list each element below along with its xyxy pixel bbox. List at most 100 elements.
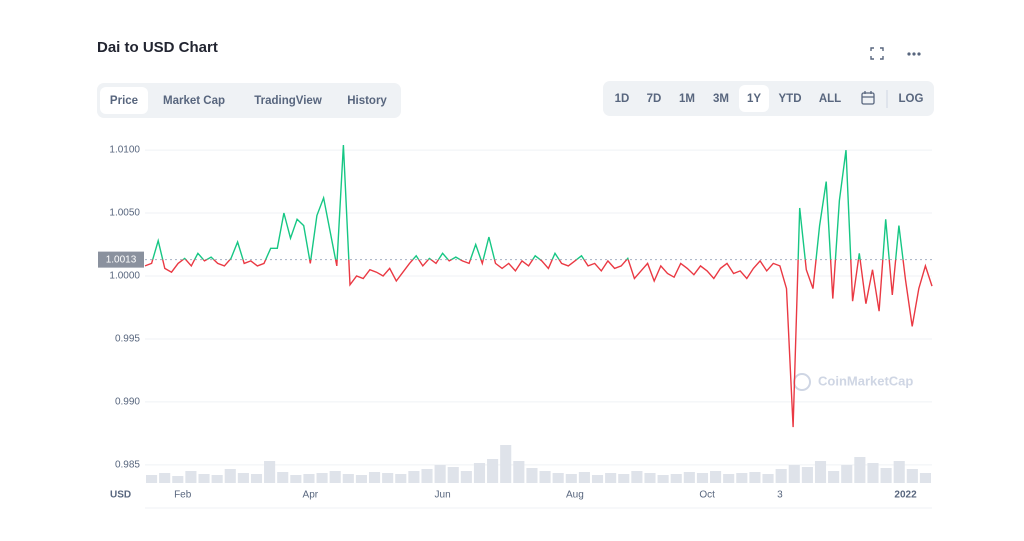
range-button[interactable]: 1M <box>679 93 695 105</box>
volume-bar <box>355 475 367 483</box>
volume-bar <box>565 474 577 483</box>
volume-bar <box>867 463 879 483</box>
volume-bar <box>250 474 263 483</box>
volume-bar <box>434 465 446 483</box>
volume-bar <box>762 474 774 483</box>
volume-bar <box>277 472 289 483</box>
range-button[interactable]: YTD <box>779 93 802 105</box>
volume-bar <box>382 473 394 483</box>
range-button[interactable]: 3M <box>713 93 729 105</box>
y-tick-label: 1.0100 <box>109 145 140 156</box>
tab-group <box>97 83 401 118</box>
log-button[interactable]: LOG <box>899 93 924 105</box>
x-tick-label: Jun <box>435 490 451 501</box>
volume-bar <box>736 473 748 483</box>
volume-bar <box>880 468 892 483</box>
price-line-above <box>151 144 904 260</box>
tab[interactable]: Price <box>110 95 138 107</box>
volume-bar <box>447 467 459 483</box>
currency-label: USD <box>110 490 131 501</box>
volume-bar <box>526 468 538 483</box>
volume-bar <box>185 471 197 483</box>
volume-bar <box>605 473 617 483</box>
volume-bar <box>290 475 302 483</box>
watermark-text: CoinMarketCap <box>818 373 913 388</box>
volume-bar <box>421 469 433 483</box>
baseline-label: 1.0013 <box>106 254 137 265</box>
volume-bar <box>460 471 472 483</box>
volume-bar <box>487 459 499 483</box>
volume-bar <box>814 461 827 483</box>
range-active-bg <box>739 85 769 112</box>
volume-bar <box>408 471 420 483</box>
volume-bar <box>788 465 800 483</box>
volume-bar <box>395 474 407 483</box>
chart-title: Dai to USD Chart <box>97 39 218 56</box>
more-icon[interactable] <box>907 52 921 56</box>
volume-bar <box>473 463 486 483</box>
volume-bar <box>198 474 210 483</box>
volume-bar <box>801 467 813 483</box>
volume-bar <box>500 445 512 483</box>
volume-bar <box>172 476 184 483</box>
calendar-icon[interactable] <box>861 91 875 105</box>
volume-bar <box>683 472 695 483</box>
volume-bar <box>696 473 709 483</box>
volume-bar <box>854 457 866 483</box>
volume-bar <box>237 473 249 483</box>
volume-bar <box>552 473 564 483</box>
volume-bar <box>146 475 158 483</box>
volume-bar <box>841 465 853 483</box>
range-button[interactable]: 1Y <box>747 93 761 105</box>
x-tick-label: Apr <box>303 490 319 501</box>
volume-bar <box>906 469 918 483</box>
volume-bar <box>710 471 722 483</box>
x-tick-label: 3 <box>777 490 783 501</box>
range-button[interactable]: 1D <box>615 93 630 105</box>
volume-bar <box>368 472 381 483</box>
x-tick-label: 2022 <box>894 490 917 501</box>
tab[interactable]: Market Cap <box>163 95 225 107</box>
volume-bar <box>513 461 525 483</box>
volume-bar <box>775 469 787 483</box>
volume-bar <box>578 472 590 483</box>
volume-bar <box>919 473 931 483</box>
x-tick-label: Aug <box>566 490 584 501</box>
range-button[interactable]: 7D <box>647 93 662 105</box>
range-button[interactable]: ALL <box>819 93 841 105</box>
price-line-below <box>144 259 933 428</box>
tab[interactable]: TradingView <box>254 95 322 107</box>
volume-bar <box>657 475 669 483</box>
y-tick-label: 1.0050 <box>109 208 140 219</box>
volume-bar <box>159 473 171 483</box>
baseline-label-bg <box>98 251 144 268</box>
volume-bar <box>618 474 630 483</box>
y-tick-label: 0.990 <box>115 397 140 408</box>
fullscreen-icon[interactable] <box>870 47 884 60</box>
volume-bar <box>264 461 276 483</box>
volume-bar <box>723 474 735 483</box>
volume-bar <box>893 461 905 483</box>
watermark: CoinMarketCap <box>793 373 913 391</box>
y-tick-label: 1.0000 <box>109 271 140 282</box>
volume-bar <box>828 471 840 483</box>
volume-bar <box>670 474 682 483</box>
volume-bar <box>316 473 328 483</box>
volume-bar <box>644 473 656 483</box>
volume-bar <box>211 475 223 483</box>
volume-bar <box>224 469 236 483</box>
volume-bar <box>591 475 604 483</box>
volume-bar <box>749 472 761 483</box>
x-tick-label: Feb <box>174 490 192 501</box>
volume-bar <box>329 471 341 483</box>
volume-bar <box>539 471 551 483</box>
volume-bar <box>631 471 643 483</box>
tab-active-bg <box>100 87 148 114</box>
y-tick-label: 0.985 <box>115 459 140 470</box>
volume-bar <box>342 474 354 483</box>
y-tick-label: 0.995 <box>115 334 140 345</box>
volume-bar <box>303 474 315 483</box>
tab[interactable]: History <box>347 95 387 107</box>
x-tick-label: Oct <box>699 490 715 501</box>
